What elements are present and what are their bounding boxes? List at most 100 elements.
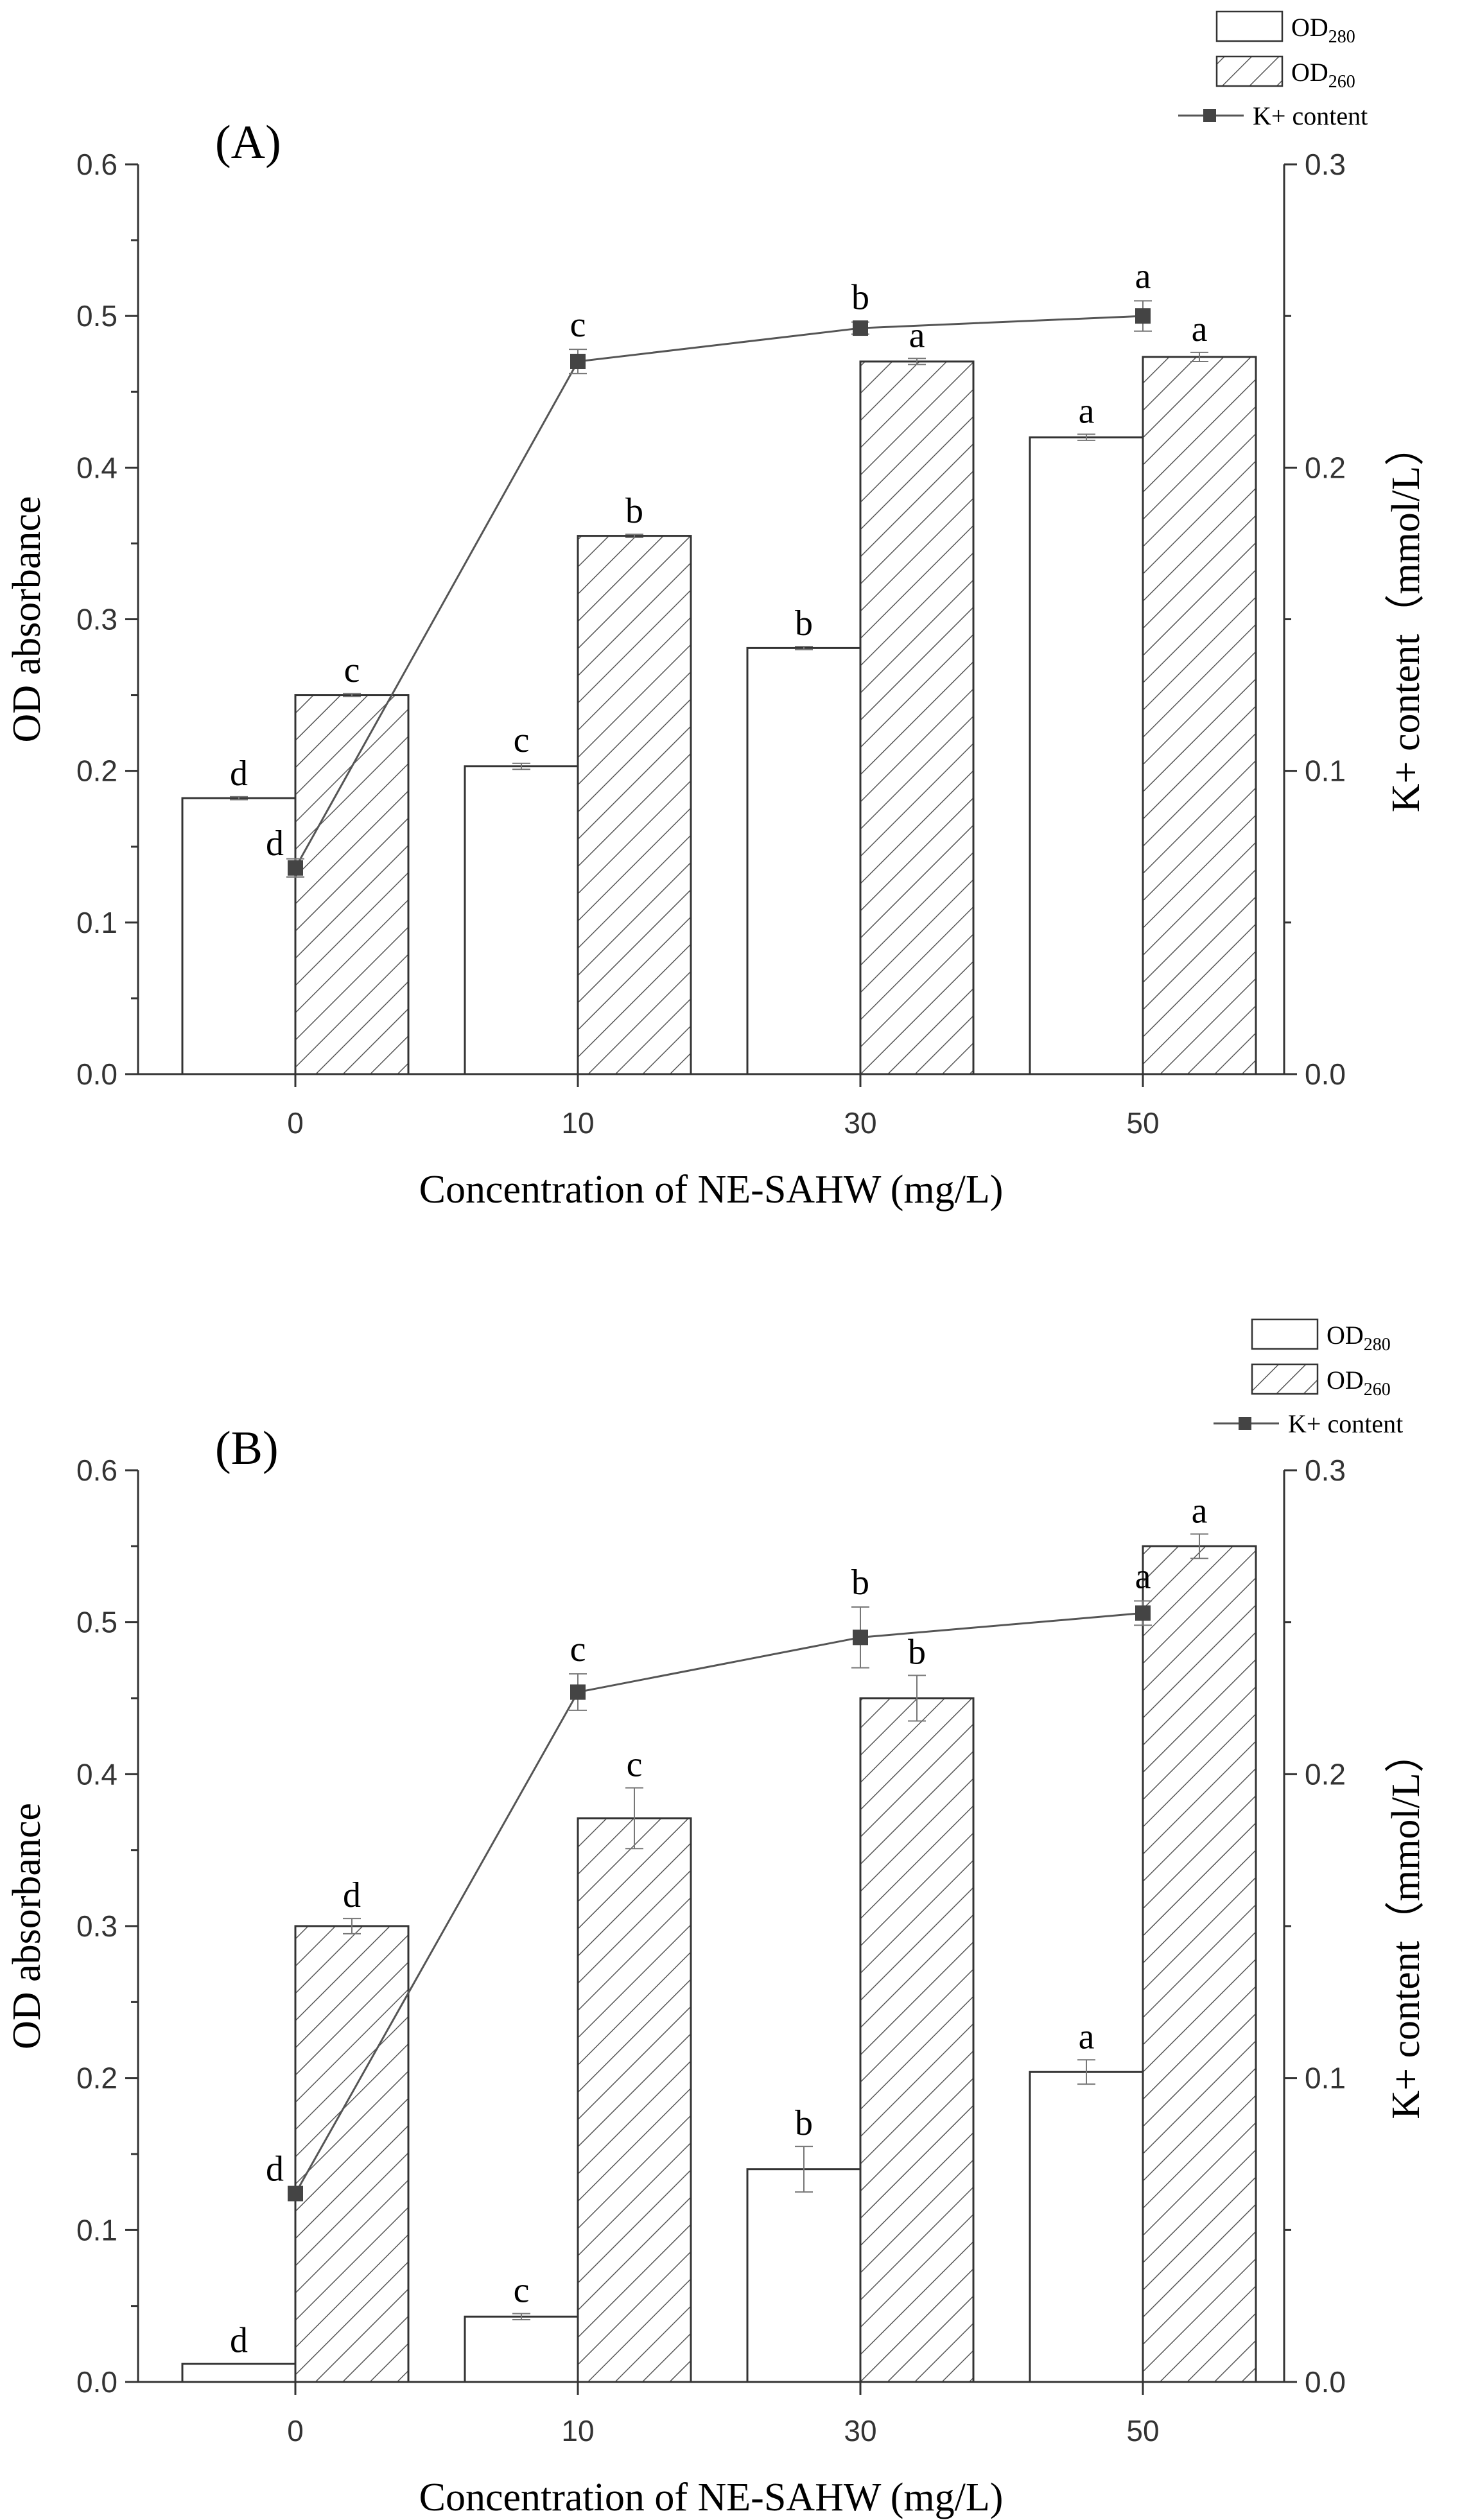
significance-letter-od260: a (1192, 309, 1208, 349)
bar-od260 (1142, 1545, 1257, 2383)
y-axis-title-left: OD absorbance (5, 496, 49, 743)
legend-label-od280: OD280 (1291, 13, 1355, 47)
legend-label-k: K+ content (1288, 1409, 1403, 1438)
y-tick-label-right: 0.2 (1305, 1757, 1346, 1791)
legend-label-od260-sub: 260 (1364, 1380, 1391, 1400)
y-tick-label-right: 0.1 (1305, 2062, 1346, 2095)
significance-letter-k: b (851, 278, 869, 318)
bar-od260 (577, 1817, 692, 2383)
significance-letter-od280: a (1079, 2017, 1095, 2056)
legend-label-od280-main: OD (1291, 13, 1328, 42)
significance-letter-k: d (266, 824, 284, 864)
bar-od280 (1029, 436, 1144, 1075)
y-axis-title-left: OD absorbance (5, 1803, 49, 2049)
y-tick-label-right: 0.1 (1305, 754, 1346, 788)
significance-letter-od260: a (909, 315, 925, 355)
k-content-line (294, 315, 1144, 869)
x-tick-label: 50 (1126, 2414, 1159, 2447)
x-tick-label: 0 (287, 2414, 304, 2447)
significance-letter-od260: b (908, 1633, 926, 1673)
bar-od260 (859, 1697, 975, 2383)
significance-letter-od280: b (795, 2103, 813, 2143)
panel-label: (B) (215, 1422, 279, 1475)
k-content-point (570, 1684, 586, 1700)
y-tick-label-right: 0.3 (1305, 148, 1346, 181)
significance-letter-od280: d (230, 754, 248, 794)
y-tick-label-left: 0.3 (76, 603, 117, 636)
bar-od260 (577, 535, 692, 1075)
legend-swatch-od280 (1215, 10, 1284, 42)
k-content-point (1135, 1605, 1151, 1621)
legend-label-od260-main: OD (1327, 1366, 1364, 1395)
k-content-point (288, 860, 303, 876)
significance-letter-od280: c (514, 2271, 530, 2311)
x-tick-label: 30 (844, 2414, 876, 2447)
x-tick-label: 50 (1126, 1106, 1159, 1140)
significance-letter-k: b (851, 1563, 869, 1603)
significance-letter-k: a (1135, 1557, 1151, 1597)
x-tick-label: 10 (561, 1106, 594, 1140)
y-tick-label-left: 0.0 (76, 2365, 117, 2399)
bar-od260 (294, 694, 410, 1075)
y-axis-title-right: K+ content（mmol/L） (1384, 426, 1428, 813)
legend-label-od280-sub: 280 (1328, 27, 1355, 47)
bar-od280 (746, 647, 862, 1075)
legend-label-od260: OD260 (1291, 58, 1355, 92)
y-tick-label-left: 0.2 (76, 754, 117, 788)
y-tick-label-left: 0.6 (76, 1454, 117, 1487)
significance-letter-k: d (266, 2150, 284, 2189)
x-tick-label: 0 (287, 1106, 304, 1140)
legend-swatch-od260 (1215, 55, 1284, 87)
panel-label: (A) (215, 116, 281, 169)
chart-panel-a: (A)dccbbaaadcba0.00.10.20.30.40.50.60.00… (5, 10, 1428, 1212)
legend-swatch-od260 (1251, 1363, 1319, 1395)
significance-letter-k: a (1135, 257, 1151, 297)
k-content-point (1135, 308, 1151, 324)
significance-letter-k: c (570, 305, 586, 345)
y-tick-label-right: 0.0 (1305, 1057, 1346, 1091)
bar-od280 (464, 2315, 579, 2383)
y-tick-label-left: 0.6 (76, 148, 117, 181)
y-tick-label-right: 0.3 (1305, 1454, 1346, 1487)
k-content-point (288, 2185, 303, 2202)
x-tick-label: 10 (561, 2414, 594, 2447)
legend-swatch-od280 (1251, 1318, 1319, 1350)
significance-letter-od280: a (1079, 391, 1095, 431)
bar-od260 (1142, 356, 1257, 1075)
y-tick-label-left: 0.5 (76, 1606, 117, 1639)
significance-letter-od260: c (627, 1745, 643, 1785)
significance-letter-od260: a (1192, 1491, 1208, 1531)
k-content-point (853, 320, 868, 336)
legend-label-od260-sub: 260 (1328, 72, 1355, 92)
bar-od260 (859, 360, 975, 1075)
significance-letter-od280: b (795, 604, 813, 643)
x-tick-label: 30 (844, 1106, 876, 1140)
k-content-point (853, 1629, 868, 1646)
y-tick-label-left: 0.1 (76, 2213, 117, 2246)
legend-label-od280: OD280 (1327, 1321, 1391, 1355)
y-tick-label-left: 0.1 (76, 906, 117, 939)
legend-label-od280-sub: 280 (1364, 1335, 1391, 1355)
legend: OD280 OD260 K+ content (1214, 1318, 1403, 1438)
y-tick-label-left: 0.2 (76, 2062, 117, 2095)
significance-letter-od260: c (344, 650, 360, 690)
bar-od260 (294, 1925, 410, 2383)
bar-od280 (181, 797, 297, 1075)
legend-swatch-k-marker (1203, 109, 1216, 122)
significance-letter-od280: c (514, 720, 530, 760)
y-tick-label-right: 0.2 (1305, 451, 1346, 484)
y-tick-label-left: 0.0 (76, 1057, 117, 1091)
significance-letter-od280: d (230, 2321, 248, 2361)
y-axis-title-right: K+ content（mmol/L） (1384, 1733, 1428, 2119)
legend-label-od260: OD260 (1327, 1366, 1391, 1400)
y-tick-label-left: 0.5 (76, 299, 117, 333)
significance-letter-k: c (570, 1629, 586, 1669)
significance-letter-od260: b (625, 491, 643, 531)
y-tick-label-left: 0.3 (76, 1909, 117, 1943)
legend-label-k: K+ content (1253, 101, 1368, 130)
x-axis-title: Concentration of NE-SAHW (mg/L) (419, 2476, 1004, 2519)
bar-od280 (746, 2168, 862, 2383)
